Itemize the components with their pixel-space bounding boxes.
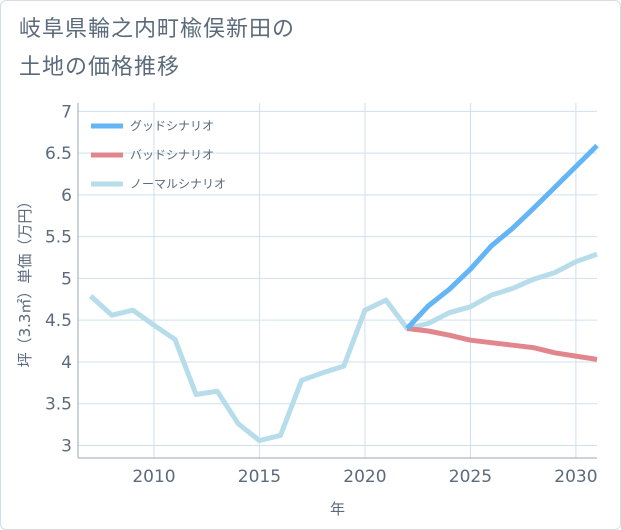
y-tick-label: 5.5 (45, 228, 72, 248)
x-tick-label: 2015 (238, 467, 281, 487)
x-tick-label: 2030 (554, 467, 597, 487)
series-line-1 (406, 326, 598, 362)
series-line-2 (89, 251, 598, 443)
series-line-0 (405, 143, 599, 331)
legend-label: グッドシナリオ (130, 119, 214, 133)
y-tick-label: 4 (61, 353, 72, 373)
y-tick-label: 3 (61, 436, 72, 456)
y-tick-label: 5 (61, 269, 72, 289)
y-tick-label: 6 (61, 186, 72, 206)
y-tick-label: 3.5 (45, 395, 72, 415)
legend-label: バッドシナリオ (130, 148, 214, 162)
series-lines (89, 143, 599, 443)
y-tick-label: 7 (61, 102, 72, 122)
x-tick-label: 2010 (132, 467, 175, 487)
x-tick-label: 2025 (449, 467, 492, 487)
x-tick-label: 2020 (343, 467, 386, 487)
grid-lines (78, 103, 597, 458)
y-axis-label: 坪（3.3㎡）単価（万円） (16, 194, 34, 368)
chart-title: 岐阜県輪之内町楡俣新田の 土地の価格推移 (19, 11, 439, 87)
chart-title-line-1: 岐阜県輪之内町楡俣新田の (19, 17, 296, 42)
chart-title-line-2: 土地の価格推移 (19, 55, 181, 80)
axes: 3 3.5 4 4.5 5 5.5 6 6.5 7 2010 2015 2020 2025 2030 (45, 102, 598, 487)
legend-label: ノーマルシナリオ (130, 177, 226, 191)
y-tick-label: 4.5 (45, 311, 72, 331)
x-axis-label: 年 (330, 500, 345, 518)
y-tick-label: 6.5 (45, 144, 72, 164)
